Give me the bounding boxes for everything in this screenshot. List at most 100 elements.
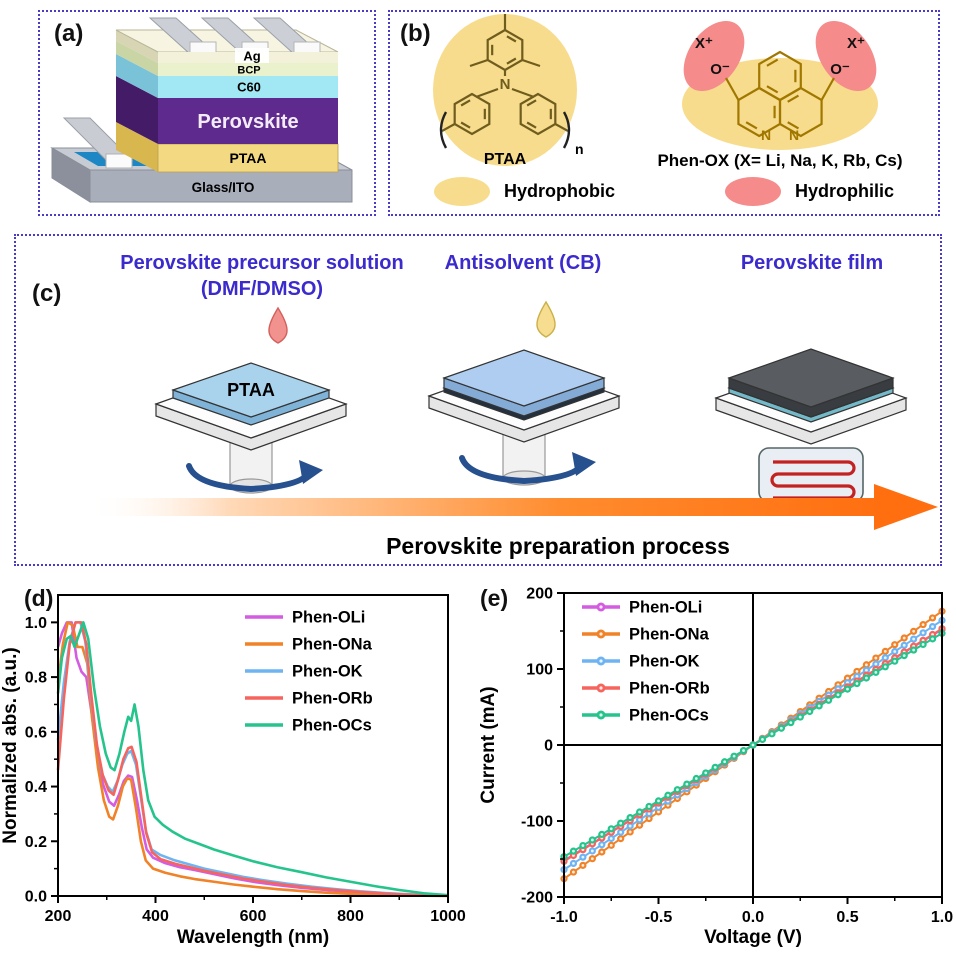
- x-axis-label: Wavelength (nm): [177, 927, 329, 948]
- svg-text:0.4: 0.4: [25, 779, 47, 796]
- layer-ptaa: [157, 143, 339, 173]
- step2-heading: Antisolvent (CB): [444, 252, 602, 274]
- svg-text:100: 100: [526, 662, 553, 679]
- panel-b-label: (b): [400, 20, 431, 47]
- svg-text:800: 800: [337, 908, 364, 925]
- panel-e-iv-curves: (e) -1.0 -0.5 0.0 0.5 1.0 -200 -100 0 100 200 Volt…: [470, 575, 956, 958]
- legend-item-Phen-OK: Phen-OK: [582, 653, 700, 671]
- series-Phen-ONa: [56, 621, 449, 898]
- panel-c-process: (c) Perovskite precursor solution (DMF/D…: [14, 234, 942, 566]
- svg-text:Phen-OLi: Phen-OLi: [629, 599, 702, 617]
- legend-item-Phen-ONa: Phen-ONa: [582, 626, 710, 644]
- legend-item-Phen-ORb: Phen-ORb: [582, 680, 710, 698]
- svg-text:Phen-OCs: Phen-OCs: [292, 717, 372, 735]
- svg-text:0.5: 0.5: [836, 909, 858, 926]
- hydrophilic-label: Hydrophilic: [794, 181, 894, 201]
- ptaa-name: PTAA: [484, 151, 527, 168]
- layer-bcp: [158, 63, 338, 76]
- label-c60: C60: [237, 80, 261, 95]
- panel-a-device-structure: (a): [38, 10, 376, 216]
- svg-text:-0.5: -0.5: [645, 909, 673, 926]
- hydrophilic-swatch: [724, 177, 781, 206]
- absorbance-chart: 200 400 600 800 1000 0.0 0.2 0.4 0.6 0.8 1.0 Wavele…: [0, 594, 466, 948]
- svg-text:Phen-ORb: Phen-ORb: [292, 690, 373, 708]
- phen-nitrogen-right: N: [789, 127, 799, 143]
- svg-text:Phen-OK: Phen-OK: [292, 663, 363, 681]
- panel-b-molecules: (b) N n PTAA: [388, 10, 940, 216]
- svg-text:200: 200: [45, 908, 72, 925]
- hydro-legend: Hydrophobic Hydrophilic: [390, 177, 938, 206]
- substrate-ptaa-label: PTAA: [227, 380, 275, 400]
- svg-text:Phen-ONa: Phen-ONa: [292, 636, 373, 654]
- svg-text:0.6: 0.6: [25, 724, 47, 741]
- svg-text:Phen-OCs: Phen-OCs: [629, 707, 709, 725]
- hydrophobic-swatch: [433, 177, 490, 206]
- station-film: [714, 348, 908, 503]
- svg-text:600: 600: [240, 908, 267, 925]
- svg-text:200: 200: [526, 586, 553, 603]
- process-caption: Perovskite preparation process: [386, 533, 730, 559]
- device-stack-illustration: Ag BCP C60 Perovskite PTAA Glass/ITO: [50, 17, 353, 203]
- svg-text:Phen-OK: Phen-OK: [629, 653, 700, 671]
- polymer-bracket-right: [562, 111, 571, 149]
- o-minus-left: O⁻: [710, 61, 730, 78]
- svg-text:0.2: 0.2: [25, 834, 47, 851]
- svg-text:0.0: 0.0: [25, 889, 47, 906]
- svg-text:Phen-OLi: Phen-OLi: [292, 609, 365, 627]
- label-bcp: BCP: [237, 65, 260, 77]
- svg-text:400: 400: [142, 908, 169, 925]
- svg-text:1.0: 1.0: [931, 909, 953, 926]
- hydrophobic-label: Hydrophobic: [503, 181, 615, 201]
- label-ptaa: PTAA: [229, 150, 266, 166]
- step1-heading: Perovskite precursor solution (DMF/DMSO): [62, 250, 462, 302]
- process-arrow-head: [874, 484, 938, 530]
- station-antisolvent: [427, 300, 621, 486]
- svg-text:-1.0: -1.0: [550, 909, 578, 926]
- svg-text:1000: 1000: [430, 908, 466, 925]
- legend-item-Phen-ONa: Phen-ONa: [245, 636, 373, 654]
- x-axis-label: Voltage (V): [704, 927, 802, 948]
- x-plus-left: X⁺: [695, 35, 713, 52]
- y-axis-label: Normalized abs. (a.u.): [0, 647, 21, 843]
- series-Phen-OCs: [560, 629, 946, 861]
- y-axis-label: Current (mA): [478, 686, 499, 803]
- legend-hydrophilic: Hydrophilic: [724, 177, 894, 206]
- svg-text:-200: -200: [521, 890, 553, 907]
- legend-item-Phen-OCs: Phen-OCs: [582, 707, 709, 725]
- label-glass-ito: Glass/ITO: [192, 180, 255, 195]
- label-ag: Ag: [243, 49, 260, 64]
- series-Phen-ORb: [56, 621, 449, 898]
- process-arrow-body: [86, 498, 880, 516]
- hydrophilic-region-right: [815, 20, 877, 92]
- station-precursor: PTAA: [154, 306, 348, 494]
- polymer-n: n: [575, 141, 584, 157]
- legend-item-Phen-OLi: Phen-OLi: [245, 609, 365, 627]
- svg-text:0.8: 0.8: [25, 670, 47, 687]
- legend-item-Phen-OCs: Phen-OCs: [245, 717, 372, 735]
- phen-nitrogen-left: N: [761, 127, 771, 143]
- process-illustration: PTAA: [86, 300, 938, 530]
- label-perovskite: Perovskite: [197, 111, 298, 133]
- hydrophilic-region-left: [683, 20, 745, 92]
- legend-item-Phen-ORb: Phen-ORb: [245, 690, 373, 708]
- svg-text:0.0: 0.0: [742, 909, 764, 926]
- legend-item-Phen-OLi: Phen-OLi: [582, 599, 702, 617]
- step1-title: Perovskite precursor solution: [120, 252, 404, 274]
- phen-caption: Phen-OX (X= Li, Na, K, Rb, Cs): [657, 151, 902, 170]
- ptaa-nitrogen: N: [500, 76, 511, 93]
- molecular-structures: N n PTAA N N O⁻ O⁻ X⁺ X⁺ Phen-OX (X= Li,…: [433, 14, 903, 170]
- iv-chart: -1.0 -0.5 0.0 0.5 1.0 -200 -100 0 100 200 Voltage …: [478, 586, 953, 949]
- x-plus-right: X⁺: [847, 35, 865, 52]
- svg-text:Phen-ONa: Phen-ONa: [629, 626, 710, 644]
- o-minus-right: O⁻: [830, 61, 850, 78]
- svg-text:0: 0: [544, 738, 553, 755]
- svg-text:-100: -100: [521, 814, 553, 831]
- legend-item-Phen-OK: Phen-OK: [245, 663, 363, 681]
- panel-a-label: (a): [54, 20, 84, 47]
- svg-text:1.0: 1.0: [25, 615, 47, 632]
- legend-hydrophobic: Hydrophobic: [433, 177, 615, 206]
- layer-c60: [158, 76, 338, 98]
- svg-text:Phen-ORb: Phen-ORb: [629, 680, 710, 698]
- step3-heading: Perovskite film: [740, 252, 884, 274]
